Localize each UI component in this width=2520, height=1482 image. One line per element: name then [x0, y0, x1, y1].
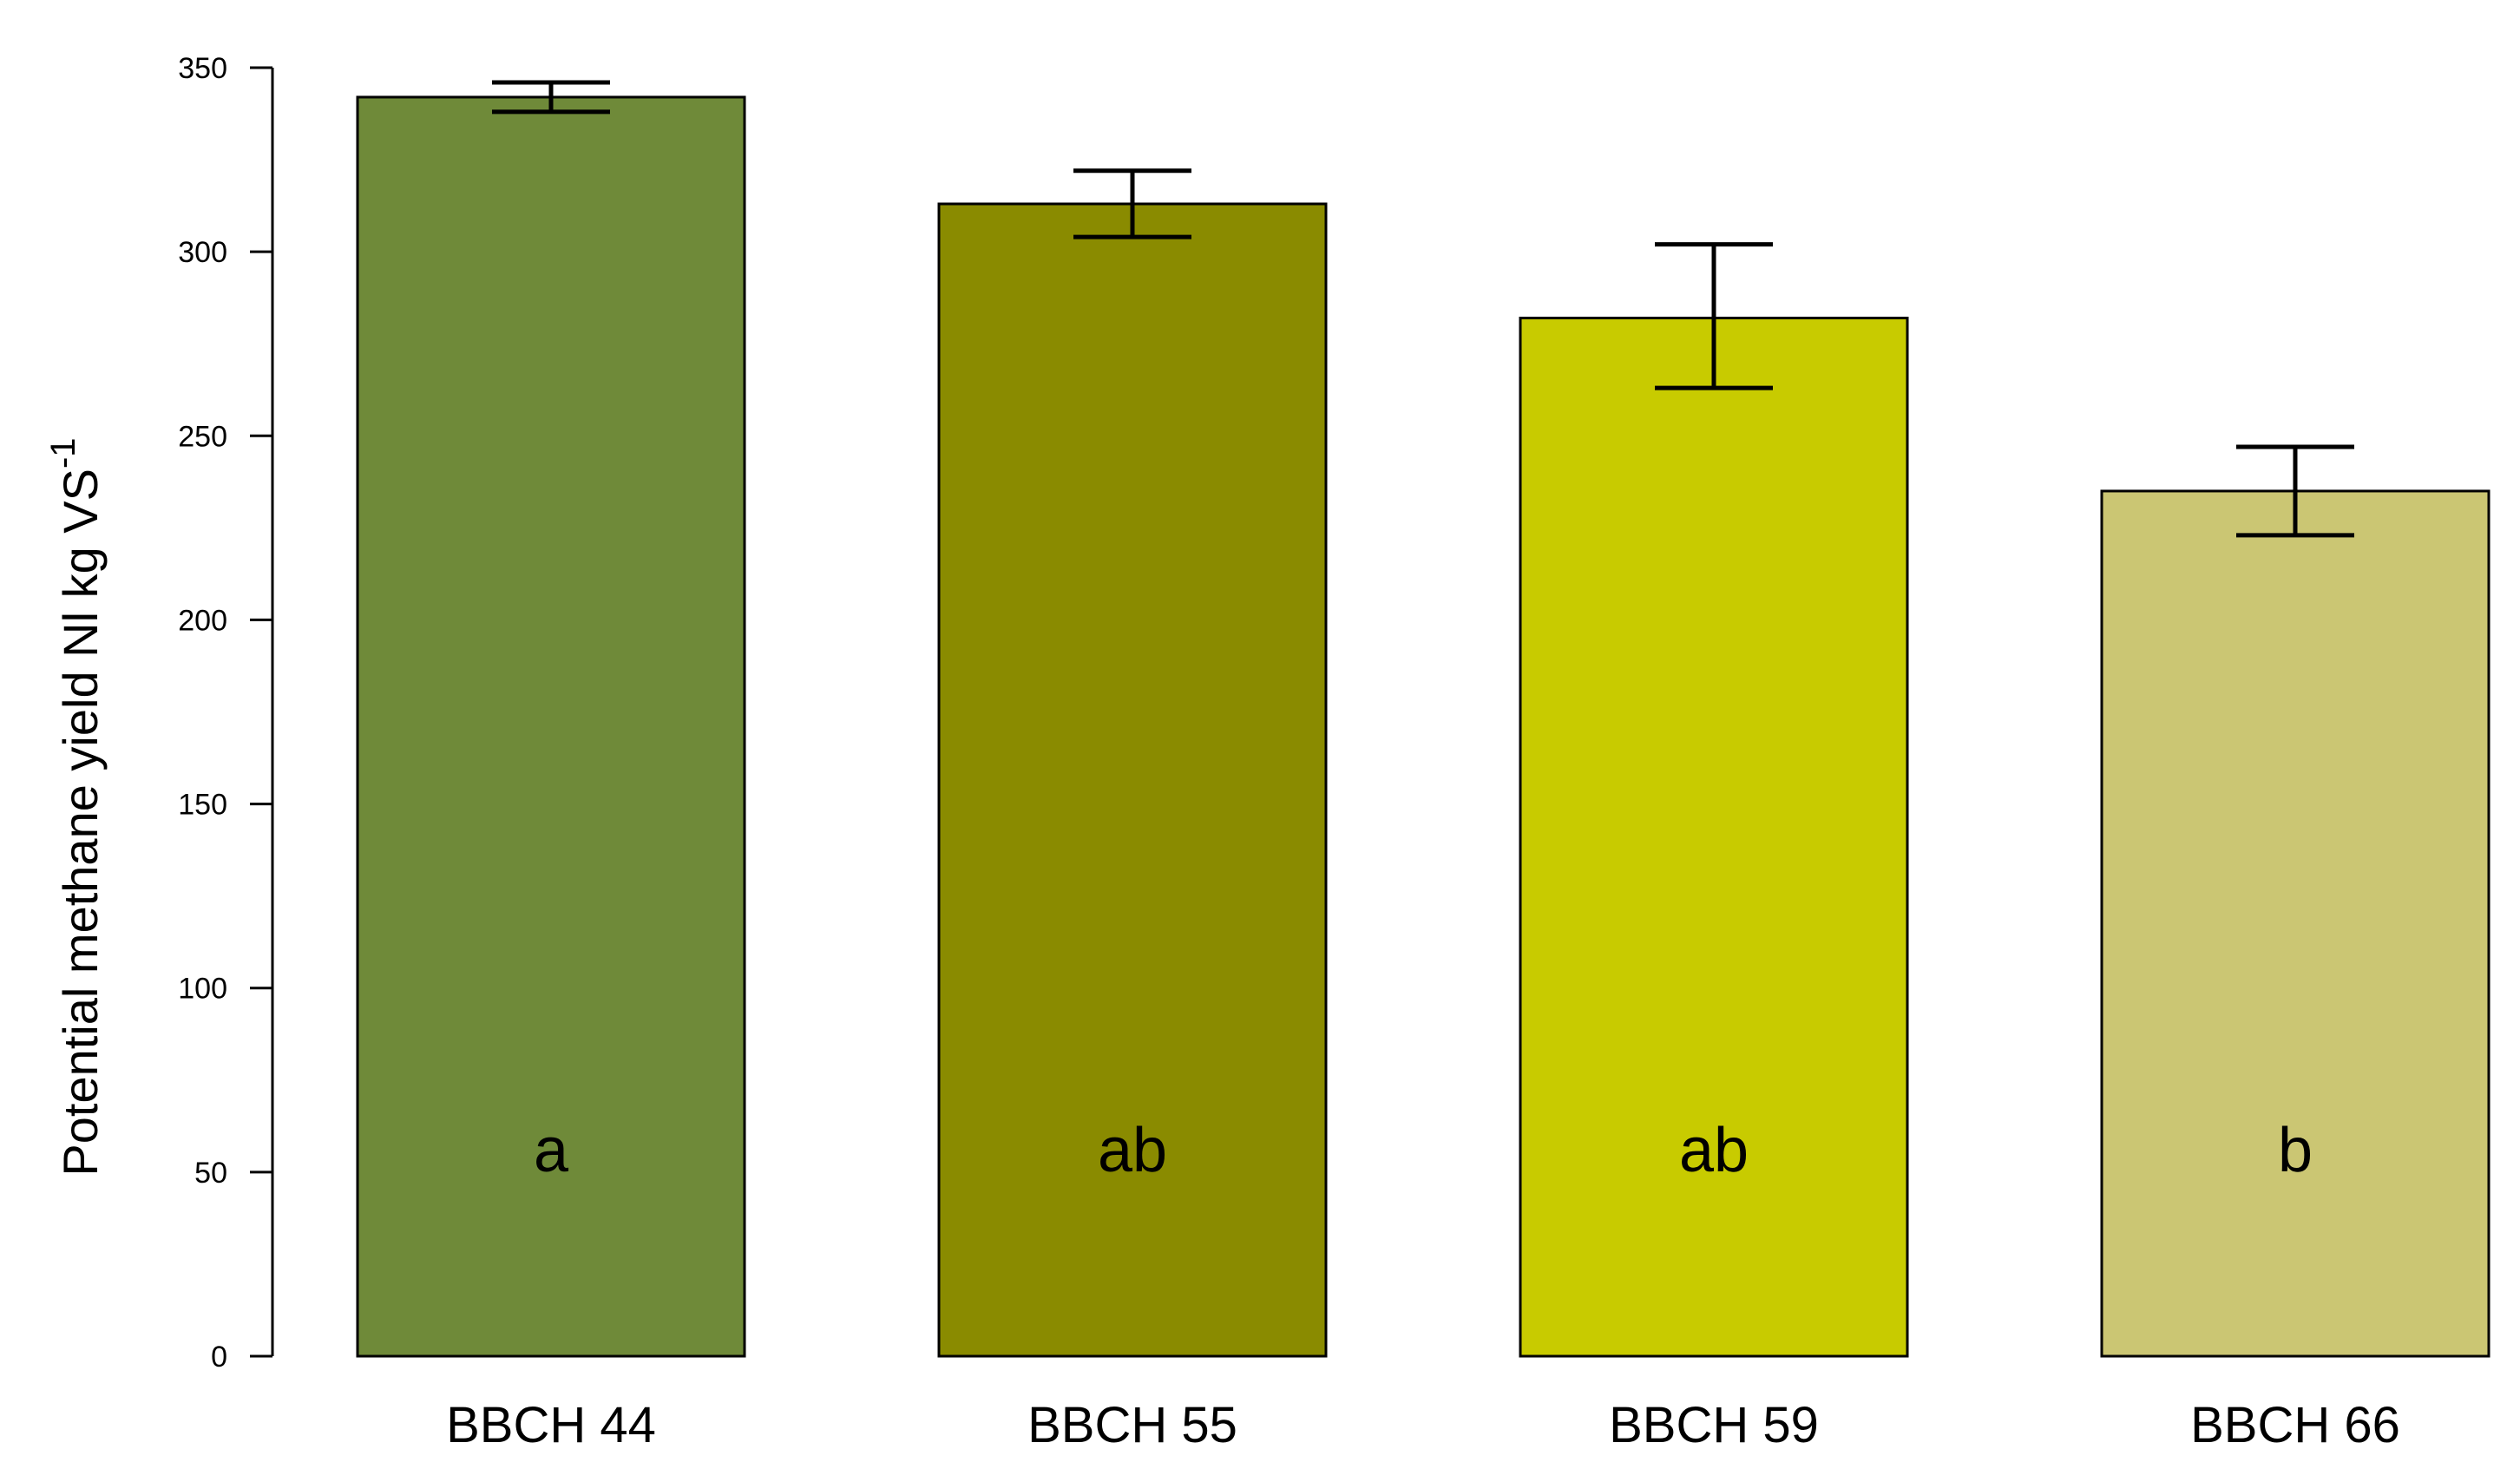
y-axis-label: Potential methane yield Nl kg VS-1 — [44, 437, 108, 1176]
y-axis: 0 50 100 150 200 250 300 350 — [178, 52, 274, 1374]
bar — [356, 95, 746, 1358]
bar — [937, 202, 1328, 1358]
y-tick-label: 0 — [211, 1341, 227, 1374]
y-tick-label: 100 — [178, 973, 227, 1006]
y-tick-label: 350 — [178, 52, 227, 85]
bars — [356, 95, 2490, 1358]
significance-letters: a ab ab b — [534, 1116, 2313, 1185]
significance-letter: ab — [1679, 1116, 1749, 1185]
significance-letter: a — [534, 1116, 569, 1185]
y-tick-label: 200 — [178, 604, 227, 637]
category-labels: BBCH 44 BBCH 55 BBCH 59 BBCH 66 — [446, 1397, 2400, 1453]
error-bars — [492, 80, 2354, 538]
category-label: BBCH 59 — [1609, 1397, 1819, 1453]
significance-letter: ab — [1098, 1116, 1167, 1185]
y-axis-label-superscript: -1 — [44, 437, 82, 469]
category-label: BBCH 66 — [2190, 1397, 2400, 1453]
category-label: BBCH 55 — [1027, 1397, 1237, 1453]
y-tick-label: 300 — [178, 236, 227, 269]
y-tick-label: 150 — [178, 789, 227, 822]
bar — [2100, 489, 2490, 1358]
significance-letter: b — [2278, 1116, 2313, 1185]
y-axis-label-text: Potential methane yield Nl kg VS — [53, 469, 108, 1177]
y-tick-label: 250 — [178, 420, 227, 453]
category-label: BBCH 44 — [446, 1397, 656, 1453]
bar — [1519, 317, 1909, 1358]
y-tick-label: 50 — [194, 1157, 227, 1190]
